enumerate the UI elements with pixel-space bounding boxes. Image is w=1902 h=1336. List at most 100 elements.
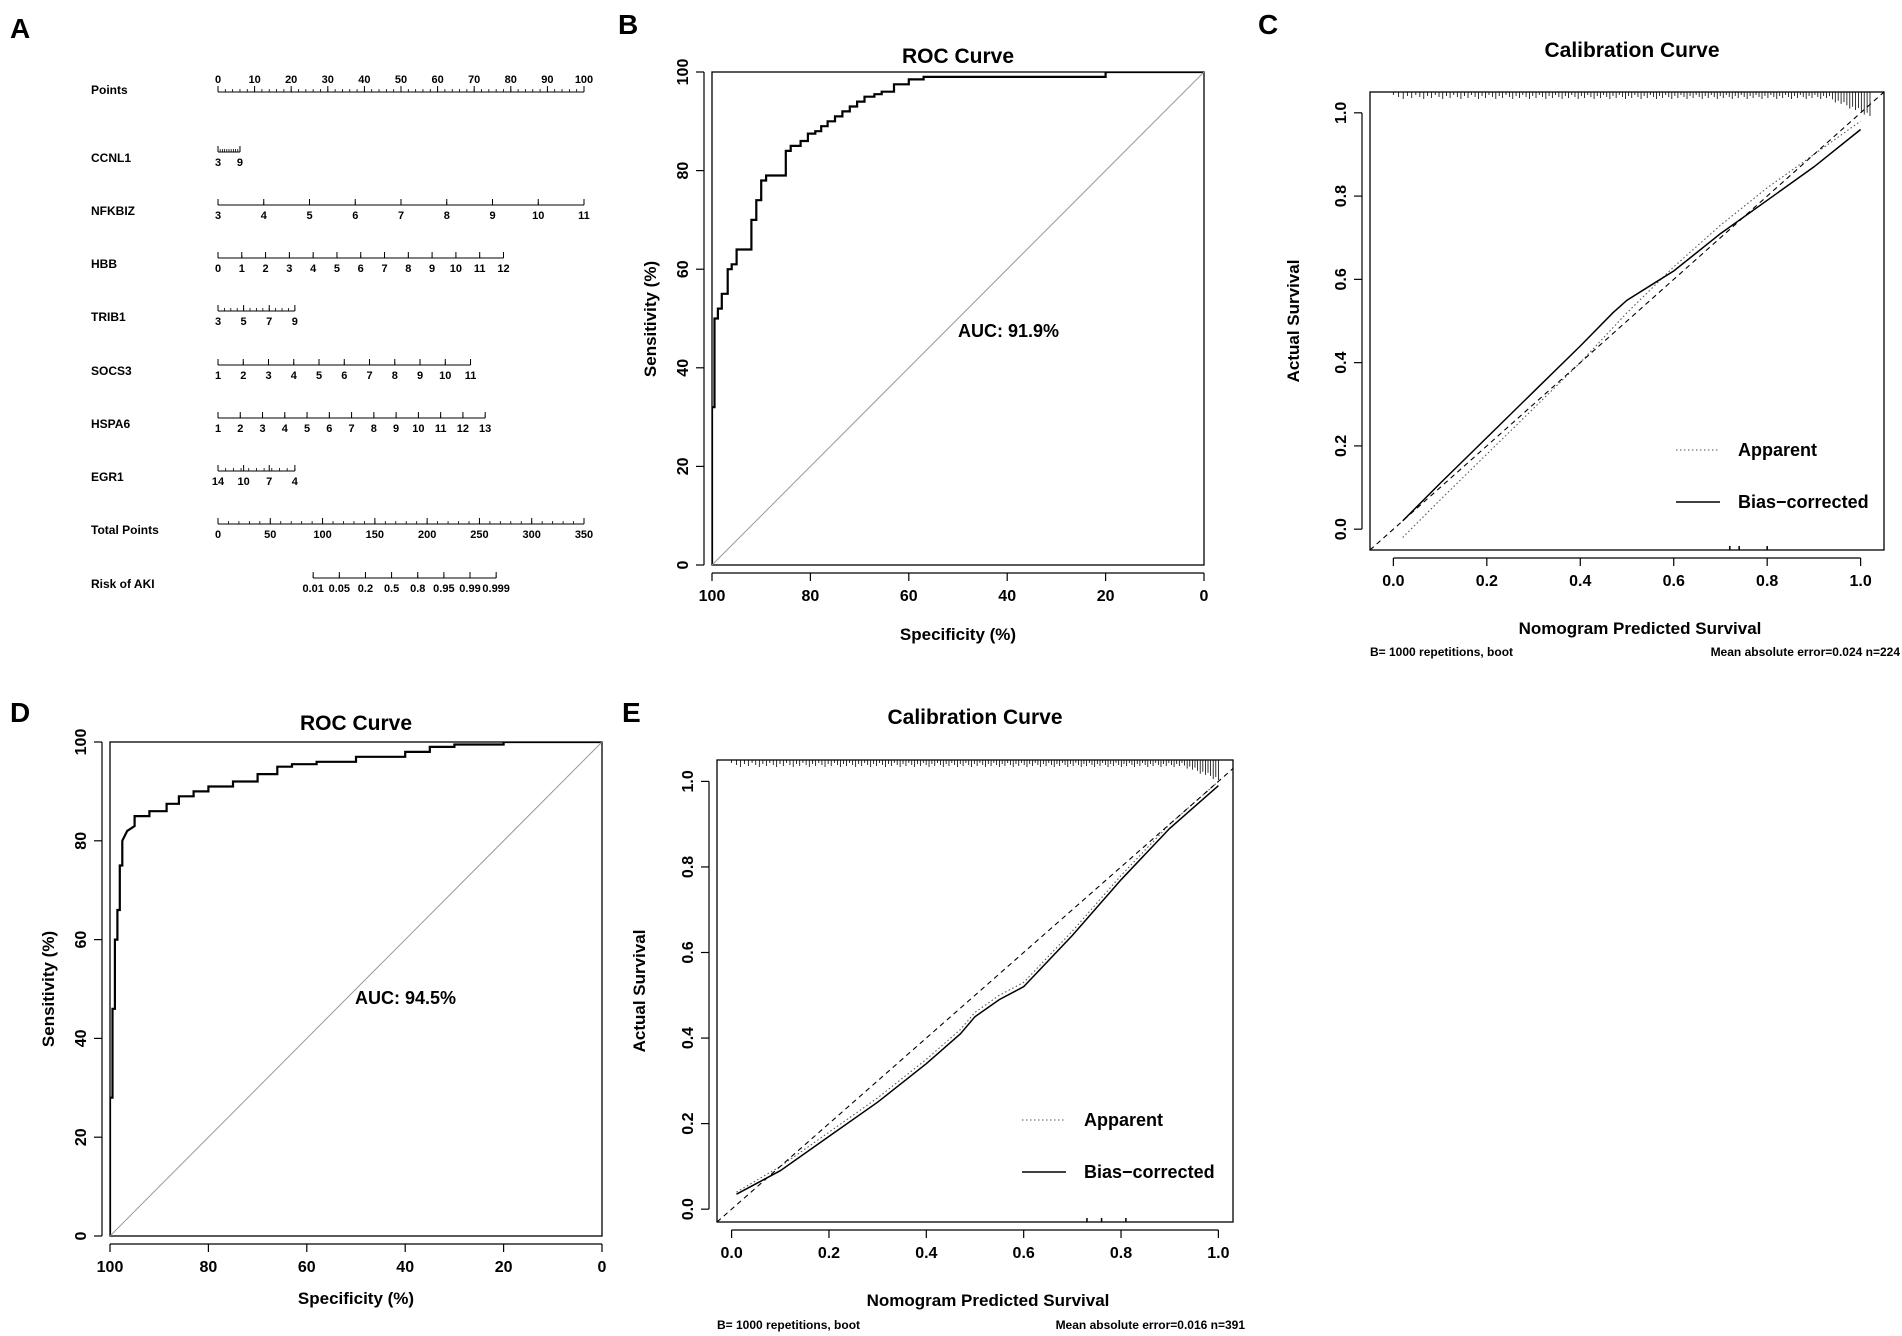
tick-label: 350 [575, 529, 593, 541]
roc-curve [712, 72, 1204, 565]
y-tick-label: 0.6 [1333, 268, 1350, 290]
y-tick-label: 80 [675, 162, 692, 180]
y-tick-label: 40 [675, 359, 692, 377]
tick-label: 7 [398, 210, 404, 222]
y-axis-label: Sensitivity (%) [641, 261, 660, 377]
y-axis-label: Actual Survival [630, 930, 649, 1053]
tick-label: 4 [282, 423, 289, 435]
tick-label: 11 [578, 210, 590, 222]
legend-label-apparent: Apparent [1084, 1110, 1163, 1130]
nomogram-row: TRIB1 3 5 7 9 [91, 305, 298, 328]
footer-right: Mean absolute error=0.016 n=391 [1056, 1318, 1246, 1332]
plot-area [1370, 92, 1884, 550]
tick-label: 50 [395, 74, 407, 86]
y-tick-label: 0.4 [680, 1027, 697, 1049]
x-tick-label: 80 [802, 588, 820, 605]
tick-label: 6 [326, 423, 332, 435]
tick-label: 1 [215, 423, 221, 435]
tick-label: 5 [306, 210, 312, 222]
x-tick-label: 1.0 [1850, 573, 1872, 590]
x-tick-label: 0.0 [720, 1245, 742, 1262]
bias-corrected-curve [1402, 128, 1862, 522]
tick-label: 0.05 [329, 583, 350, 595]
nomogram-row: EGR1 14 10 7 4 [91, 465, 299, 488]
tick-label: 9 [489, 210, 495, 222]
ideal-line [1370, 92, 1884, 550]
tick-label: 2 [263, 263, 269, 275]
y-axis-label: Sensitivity (%) [39, 931, 58, 1047]
panel-label-d: D [10, 697, 30, 728]
calibration-panel-e: Calibration Curve Nomogram Predicted Sur… [630, 706, 1245, 1332]
y-tick-label: 0.2 [1333, 435, 1350, 457]
diagonal-line [712, 72, 1204, 565]
y-tick-label: 0.0 [1333, 518, 1350, 540]
tick-label: 300 [523, 529, 541, 541]
tick-label: 60 [431, 74, 443, 86]
y-tick-label: 60 [73, 931, 90, 949]
y-axis-label: Actual Survival [1284, 260, 1303, 383]
apparent-curve [736, 780, 1219, 1193]
tick-label: 0.01 [302, 583, 323, 595]
x-tick-label: 0.2 [818, 1245, 840, 1262]
auc-annotation: AUC: 94.5% [355, 988, 456, 1008]
tick-label: 13 [479, 423, 491, 435]
y-tick-label: 1.0 [1333, 102, 1350, 124]
diagonal-line [110, 742, 602, 1236]
panel-label-e: E [622, 697, 641, 728]
nomogram-row: NFKBIZ 3 4 5 6 7 8 9 10 11 [91, 199, 590, 222]
roc-curve [110, 742, 602, 1236]
x-axis-label: Nomogram Predicted Survival [1519, 619, 1762, 638]
y-tick-label: 20 [675, 457, 692, 475]
tick-label: 10 [450, 263, 462, 275]
tick-label: 50 [264, 529, 276, 541]
nomogram-row: CCNL1 3 9 [91, 146, 243, 169]
tick-label: 9 [393, 423, 399, 435]
y-tick-label: 0 [73, 1231, 90, 1240]
y-tick-label: 20 [73, 1128, 90, 1146]
tick-label: 3 [215, 157, 221, 169]
x-tick-label: 80 [200, 1259, 218, 1276]
tick-label: 0.999 [482, 583, 510, 595]
tick-label: 0 [215, 74, 221, 86]
tick-label: 0.2 [358, 583, 373, 595]
x-tick-label: 60 [298, 1259, 316, 1276]
footer-left: B= 1000 repetitions, boot [1370, 645, 1513, 659]
tick-label: 4 [291, 370, 298, 382]
tick-label: 80 [505, 74, 517, 86]
calibration-panel-c: Calibration Curve Nomogram Predicted Sur… [1284, 39, 1900, 659]
y-tick-label: 0.8 [680, 856, 697, 878]
tick-label: 7 [381, 263, 387, 275]
x-tick-label: 0.8 [1110, 1245, 1132, 1262]
y-tick-label: 1.0 [680, 770, 697, 792]
x-tick-label: 20 [495, 1259, 513, 1276]
roc-panel-d: ROC Curve Specificity (%) Sensitivity (%… [39, 712, 607, 1308]
tick-label: 1 [239, 263, 245, 275]
y-tick-label: 0.6 [680, 941, 697, 963]
tick-label: 10 [237, 476, 249, 488]
x-tick-label: 0 [598, 1259, 607, 1276]
legend-label-bias: Bias−corrected [1738, 492, 1869, 512]
footer-right: Mean absolute error=0.024 n=224 [1711, 645, 1901, 659]
apparent-curve [1402, 120, 1861, 538]
tick-label: 6 [341, 370, 347, 382]
panel-label-c: C [1258, 9, 1278, 40]
x-tick-label: 0.2 [1476, 573, 1498, 590]
legend-label-bias: Bias−corrected [1084, 1162, 1215, 1182]
nomogram-row: Total Points 0 50 100 150 200 250 300 350 [91, 518, 593, 541]
tick-label: 250 [470, 529, 488, 541]
row-name: Points [91, 83, 128, 97]
row-name: SOCS3 [91, 364, 132, 378]
plot-frame [1369, 91, 1885, 551]
x-tick-label: 0.0 [1382, 573, 1404, 590]
x-tick-label: 60 [900, 588, 918, 605]
tick-label: 5 [334, 263, 340, 275]
tick-label: 12 [457, 423, 469, 435]
tick-label: 0.99 [459, 583, 480, 595]
y-tick-label: 100 [73, 729, 90, 756]
plot-frame [716, 759, 1234, 1223]
tick-label: 9 [292, 316, 298, 328]
tick-label: 2 [240, 370, 246, 382]
row-name: NFKBIZ [91, 204, 135, 218]
tick-label: 2 [237, 423, 243, 435]
